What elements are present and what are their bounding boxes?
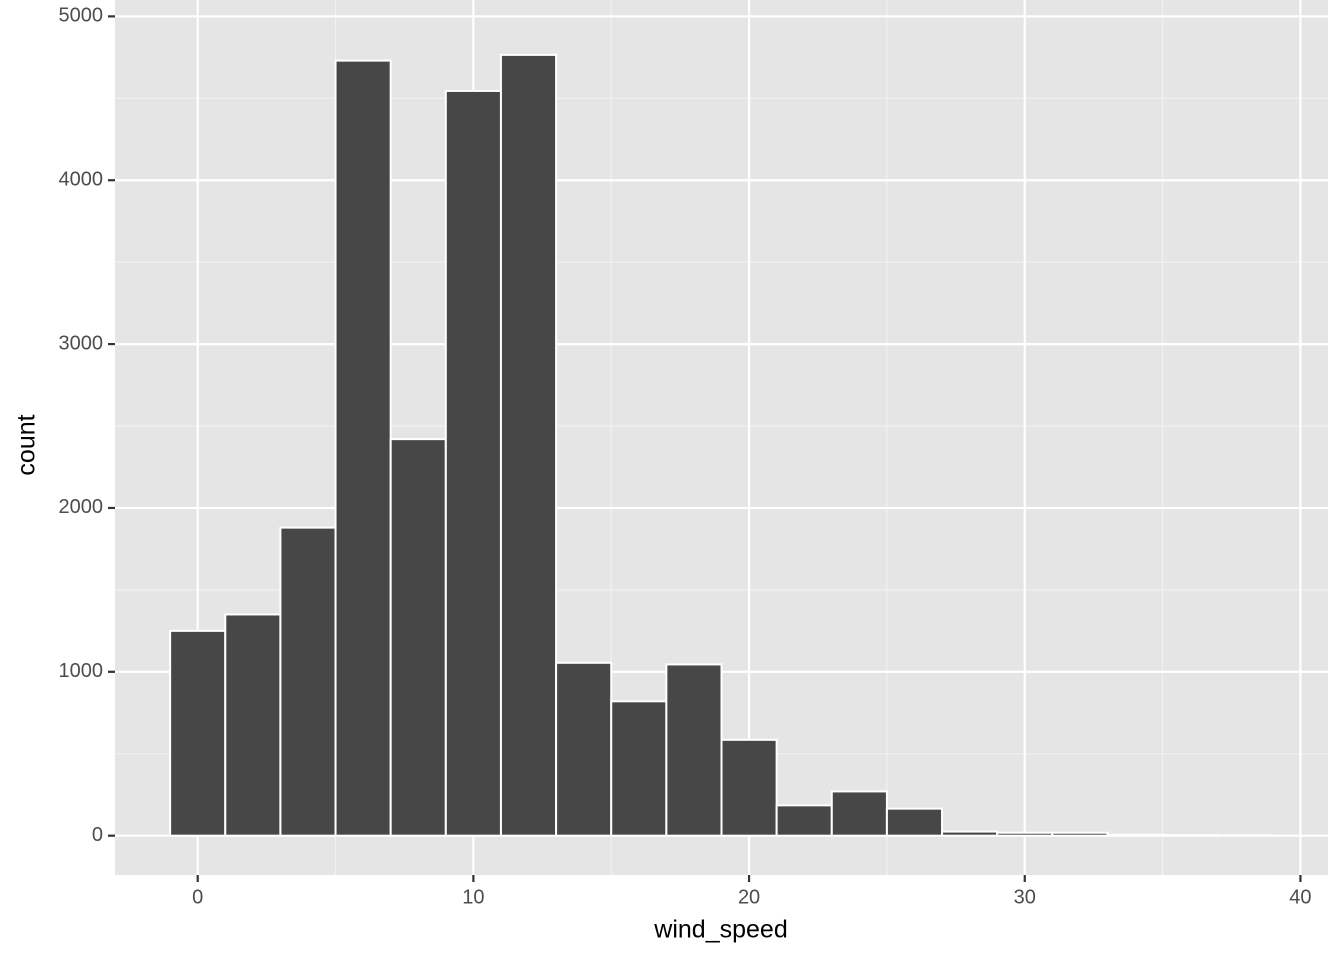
bar <box>665 663 723 837</box>
bar <box>1051 831 1109 837</box>
y-tick-label: 0 <box>92 824 103 846</box>
bar <box>1106 833 1164 837</box>
bar <box>830 790 888 837</box>
x-tick-label: 40 <box>1289 886 1311 908</box>
bar <box>610 700 668 837</box>
x-axis-title: wind_speed <box>653 916 787 944</box>
x-tick-label: 20 <box>738 886 760 908</box>
bar <box>169 629 227 837</box>
bar <box>885 807 944 837</box>
bar <box>334 59 392 837</box>
x-tick-label: 10 <box>462 886 484 908</box>
bar <box>720 738 778 837</box>
bar <box>279 526 337 837</box>
bar <box>499 53 558 837</box>
y-axis-title: count <box>13 414 41 475</box>
bar <box>389 438 447 837</box>
x-tick-label: 30 <box>1014 886 1036 908</box>
y-tick-label: 2000 <box>59 496 104 518</box>
bar <box>1161 834 1219 837</box>
bar <box>555 661 613 837</box>
bar <box>775 804 833 837</box>
y-tick-label: 3000 <box>59 332 104 354</box>
bar <box>224 613 282 837</box>
bar <box>996 831 1054 837</box>
bar <box>941 830 999 837</box>
y-tick-label: 4000 <box>59 169 104 191</box>
y-tick-label: 5000 <box>59 5 104 27</box>
bar <box>444 89 502 837</box>
x-tick-label: 0 <box>192 886 203 908</box>
y-tick-label: 1000 <box>59 660 104 682</box>
